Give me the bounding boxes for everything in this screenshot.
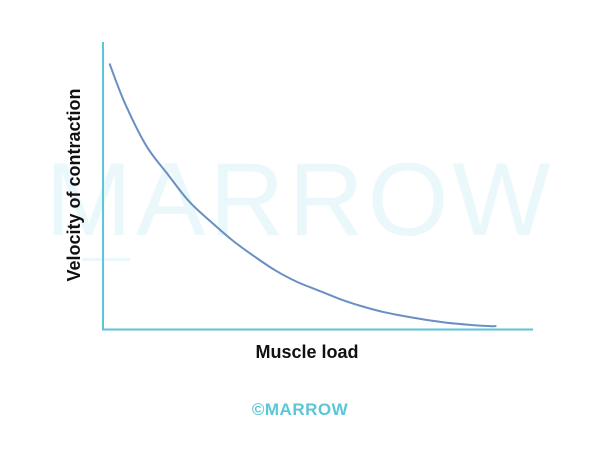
x-axis-label: Muscle load: [255, 342, 358, 362]
copyright-symbol: ©: [251, 400, 265, 419]
velocity-curve: [108, 63, 497, 328]
brand-name: MARROW: [264, 400, 349, 419]
watermark-text: MARROW: [45, 142, 554, 258]
copyright-logo: ©MARROW: [0, 400, 600, 420]
y-axis-label: Velocity of contraction: [64, 88, 84, 281]
watermark-underline: [82, 258, 130, 261]
watermark: MARROW: [45, 142, 554, 261]
